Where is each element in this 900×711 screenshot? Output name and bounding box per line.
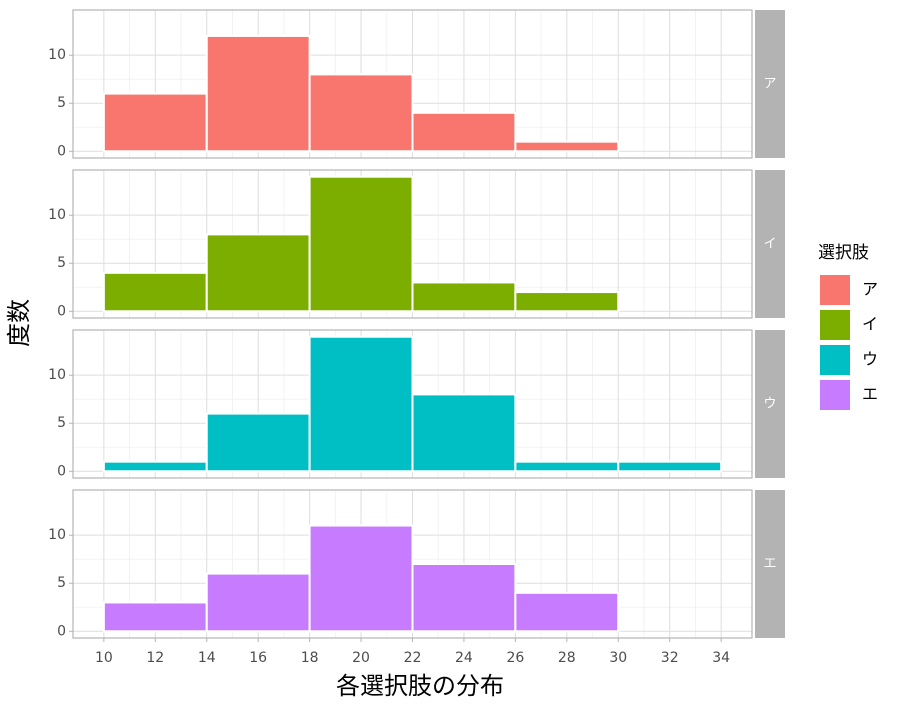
bar	[205, 233, 311, 313]
facet-strip	[755, 490, 785, 638]
legend-key	[820, 310, 850, 340]
bar	[514, 591, 620, 633]
x-axis-label: 各選択肢の分布	[336, 672, 504, 700]
bar	[102, 271, 208, 313]
bar	[102, 601, 208, 633]
facet-strip	[755, 170, 785, 318]
bar	[205, 34, 311, 153]
facet-label: イ	[763, 237, 776, 252]
bar	[411, 281, 517, 313]
bar	[617, 460, 723, 473]
legend-label: イ	[862, 315, 878, 334]
x-tick-label: 12	[146, 650, 164, 666]
legend-label: ウ	[862, 350, 878, 369]
y-tick-label: 5	[57, 415, 66, 431]
y-tick-label: 10	[48, 367, 66, 383]
bar	[308, 175, 414, 313]
x-tick-label: 14	[198, 650, 216, 666]
facet-label: ア	[763, 77, 776, 92]
facet-strip	[755, 10, 785, 158]
x-tick-label: 16	[249, 650, 267, 666]
x-tick-label: 30	[609, 650, 627, 666]
facet-strip	[755, 330, 785, 478]
legend-title: 選択肢	[818, 243, 869, 263]
x-tick-label: 34	[712, 650, 730, 666]
x-tick-label: 28	[558, 650, 576, 666]
x-tick-label: 18	[301, 650, 319, 666]
bar	[411, 563, 517, 633]
y-tick-label: 5	[57, 255, 66, 271]
y-axis-label: 度数	[5, 299, 33, 347]
bar	[514, 140, 620, 153]
bar	[308, 73, 414, 153]
panel-border	[72, 169, 753, 319]
y-tick-label: 0	[57, 623, 66, 639]
x-tick-label: 24	[455, 650, 473, 666]
y-tick-label: 5	[57, 575, 66, 591]
legend-key	[820, 380, 850, 410]
x-tick-label: 22	[404, 650, 422, 666]
y-tick-label: 0	[57, 463, 66, 479]
x-tick-label: 26	[506, 650, 524, 666]
bar	[102, 92, 208, 153]
facet-label: ウ	[763, 397, 776, 412]
bar	[308, 524, 414, 633]
bar	[514, 460, 620, 473]
bar	[411, 393, 517, 473]
y-tick-label: 10	[48, 527, 66, 543]
bar	[102, 460, 208, 473]
y-tick-label: 5	[57, 95, 66, 111]
bar	[205, 572, 311, 633]
facet-label: エ	[763, 557, 776, 572]
panel-border	[72, 9, 753, 159]
y-tick-label: 0	[57, 303, 66, 319]
bar	[514, 291, 620, 313]
legend-label: ア	[862, 280, 878, 299]
y-tick-label: 0	[57, 143, 66, 159]
x-tick-label: 32	[661, 650, 679, 666]
y-tick-label: 10	[48, 47, 66, 63]
x-tick-label: 20	[352, 650, 370, 666]
panel-border	[72, 329, 753, 479]
legend-key	[820, 275, 850, 305]
x-tick-label: 10	[95, 650, 113, 666]
bar	[205, 412, 311, 473]
legend-key	[820, 345, 850, 375]
legend-label: エ	[862, 385, 878, 404]
bar	[308, 335, 414, 473]
y-tick-label: 10	[48, 207, 66, 223]
bar	[411, 111, 517, 153]
